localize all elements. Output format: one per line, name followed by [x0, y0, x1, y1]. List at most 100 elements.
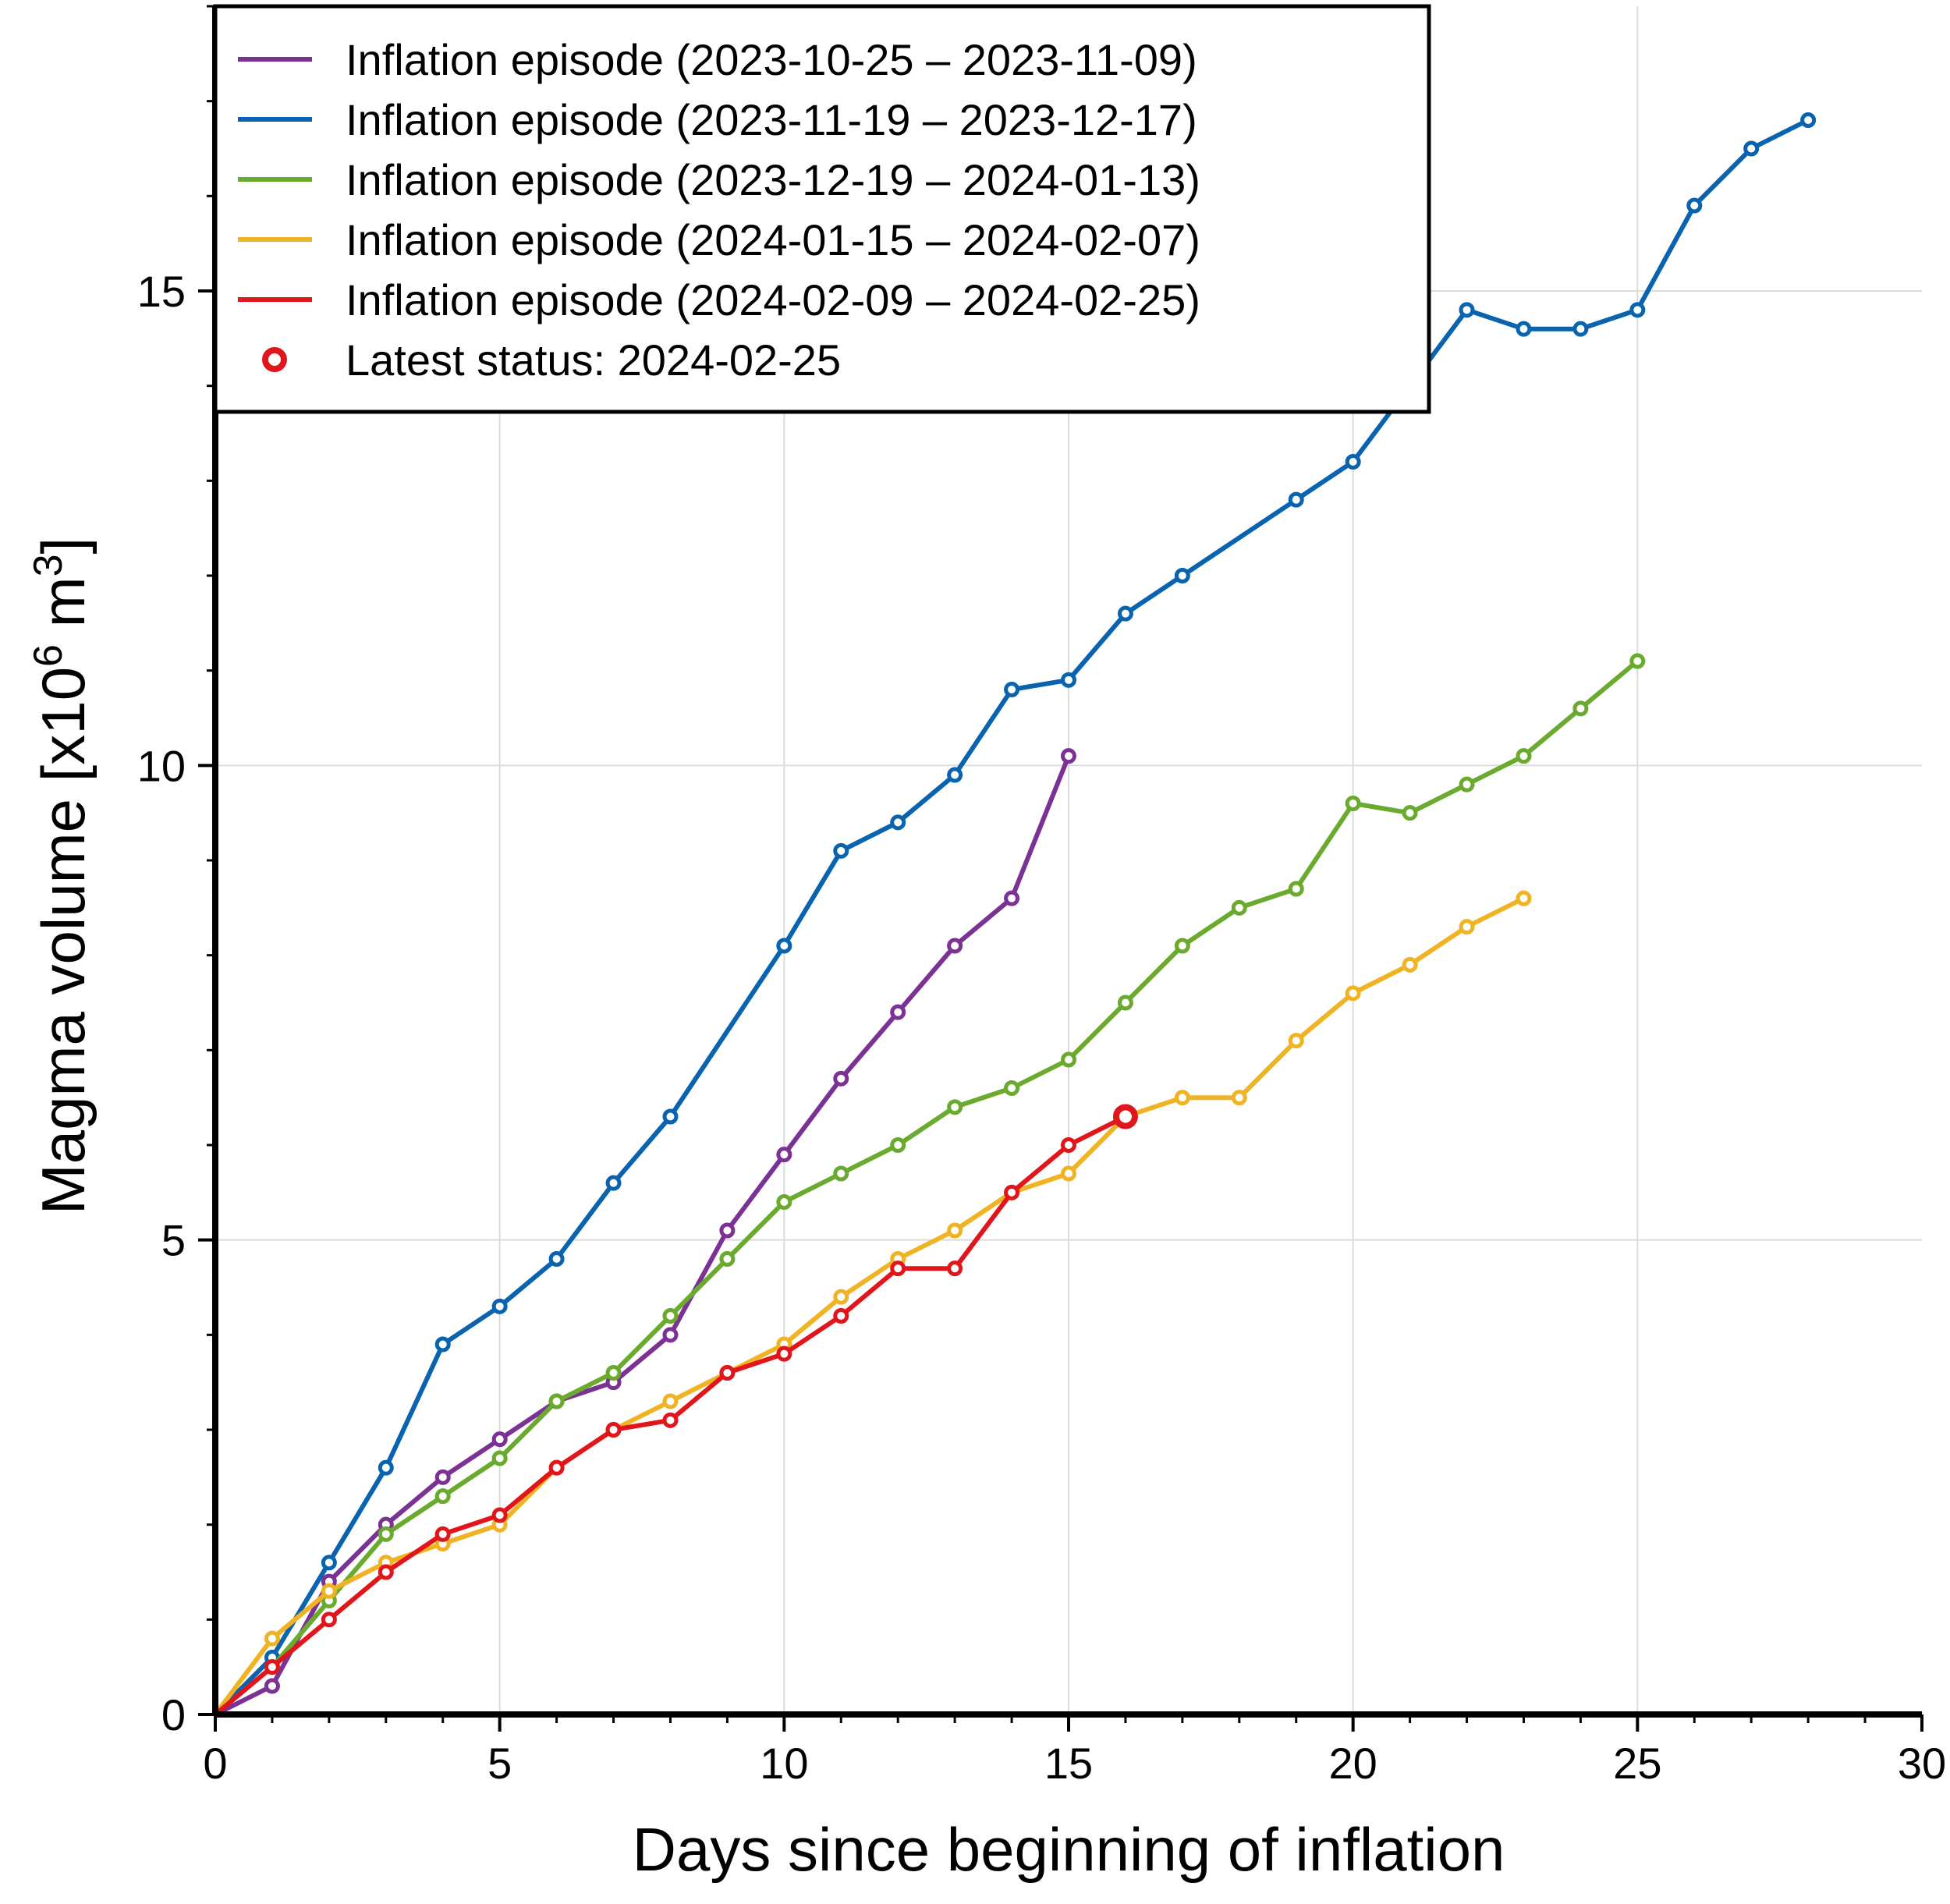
y-tick-label-5: 5	[161, 1216, 186, 1265]
x-tick-label-30: 30	[1898, 1739, 1946, 1788]
series-3-point	[548, 1393, 565, 1409]
series-5-point	[833, 1308, 849, 1324]
tick-labels: 0 5 10 15 20 25 30 0 5 10 15	[137, 267, 1946, 1788]
series-3-point	[1288, 881, 1304, 897]
y-tick-label-15: 15	[137, 267, 186, 316]
x-tick-label-15: 15	[1044, 1739, 1093, 1788]
series-3-point	[1231, 899, 1247, 916]
series-3-point	[776, 1194, 792, 1210]
series-3-point	[434, 1488, 451, 1505]
series-4-line	[213, 895, 1526, 1717]
series-2-point	[1459, 302, 1475, 318]
series-1-point	[491, 1431, 508, 1448]
series-2-point	[1004, 682, 1020, 697]
series-3-point	[1459, 776, 1475, 792]
series-2-point	[833, 842, 849, 859]
series-2-point	[776, 938, 792, 954]
y-axis-title-end: ]	[29, 537, 98, 555]
series-4-point	[833, 1289, 849, 1305]
series-3-point	[719, 1251, 736, 1267]
series-2-point	[1572, 321, 1589, 337]
series-3-point	[1629, 653, 1646, 669]
series-5-point	[662, 1412, 679, 1428]
series-2-point	[1061, 672, 1076, 688]
legend-label-4: Inflation episode (2024-01-15 – 2024-02-…	[346, 215, 1200, 264]
series-4-point	[662, 1393, 679, 1409]
series-4-point	[1345, 985, 1361, 1002]
series-4-point	[1459, 919, 1475, 935]
legend-label-5: Inflation episode (2024-02-09 – 2024-02-…	[346, 275, 1200, 324]
series-5-point	[947, 1260, 963, 1277]
series-2-point	[1288, 491, 1304, 508]
series-3-point	[890, 1137, 906, 1153]
series-5-point	[890, 1260, 906, 1277]
legend-label-2: Inflation episode (2023-11-19 – 2023-12-…	[346, 95, 1197, 144]
series-5-point	[434, 1526, 451, 1542]
series-5-point	[1061, 1137, 1076, 1153]
series-4-point	[1174, 1090, 1190, 1106]
legend-label-1: Inflation episode (2023-10-25 – 2023-11-…	[346, 35, 1197, 84]
latest-status-marker	[1112, 1104, 1138, 1129]
legend-latest-status-marker	[262, 347, 287, 372]
series-5	[213, 1108, 1133, 1717]
series-5-point	[776, 1346, 792, 1362]
series-5-point	[605, 1422, 622, 1438]
series-5-point	[378, 1564, 394, 1580]
series-2-point	[491, 1298, 508, 1314]
series-3-point	[1061, 1051, 1076, 1068]
series-3-point	[378, 1526, 394, 1542]
series-3-point	[1345, 796, 1361, 811]
series-3-point	[947, 1099, 963, 1115]
x-tick-label-20: 20	[1329, 1739, 1377, 1788]
series-1-line	[213, 753, 1071, 1717]
series-1-point	[434, 1469, 451, 1485]
series-2-point	[1117, 605, 1133, 622]
series-5-point	[321, 1611, 337, 1628]
series-1-point	[1004, 890, 1020, 906]
x-axis-title: Days since beginning of inflation	[633, 1815, 1505, 1884]
series-5-point	[719, 1365, 736, 1381]
series-2-point	[947, 767, 963, 783]
series-1-point	[264, 1678, 280, 1694]
series-2-point	[1174, 568, 1190, 583]
series-3-point	[833, 1165, 849, 1182]
series-1-point	[890, 1004, 906, 1020]
x-tick-label-0: 0	[203, 1739, 227, 1788]
series-1-point	[776, 1147, 792, 1163]
series-2-point	[1800, 112, 1817, 128]
series-4-point	[1516, 890, 1532, 906]
x-tick-label-10: 10	[760, 1739, 808, 1788]
y-axis-title-sup-6: 6	[26, 644, 71, 667]
x-tick-label-5: 5	[488, 1739, 512, 1788]
legend-label-3: Inflation episode (2023-12-19 – 2024-01-…	[346, 155, 1200, 204]
series-2-line	[213, 118, 1811, 1717]
x-tick-label-25: 25	[1613, 1739, 1661, 1788]
y-axis-title-main: Magma volume [x10	[29, 667, 98, 1214]
series-5-point	[264, 1659, 280, 1675]
series-2-point	[1629, 302, 1646, 318]
series-1-point	[1061, 748, 1076, 764]
series-2-point	[662, 1108, 679, 1125]
series-3-point	[605, 1365, 622, 1381]
series-2-point	[434, 1336, 451, 1353]
series-1-point	[947, 938, 963, 954]
y-axis-title-sup-3: 3	[26, 554, 71, 576]
series-2-point	[548, 1251, 565, 1267]
series-1-point	[662, 1327, 679, 1343]
series-3-point	[491, 1450, 508, 1466]
series-3-line	[213, 658, 1640, 1717]
series-3-point	[1004, 1080, 1020, 1096]
series-2-point	[1743, 140, 1760, 157]
series-2-point	[890, 814, 906, 831]
series-5-point	[548, 1459, 565, 1476]
series-2-point	[378, 1459, 394, 1476]
series-2-point	[1516, 321, 1532, 337]
series-3-point	[1402, 805, 1418, 821]
series-1-point	[833, 1070, 849, 1087]
y-axis-title: Magma volume [x106 m3]	[26, 537, 98, 1214]
y-axis-title-unit: m	[29, 576, 98, 644]
series-group	[213, 112, 1817, 1717]
legend-box	[213, 4, 1431, 414]
y-tick-label-10: 10	[137, 741, 186, 790]
